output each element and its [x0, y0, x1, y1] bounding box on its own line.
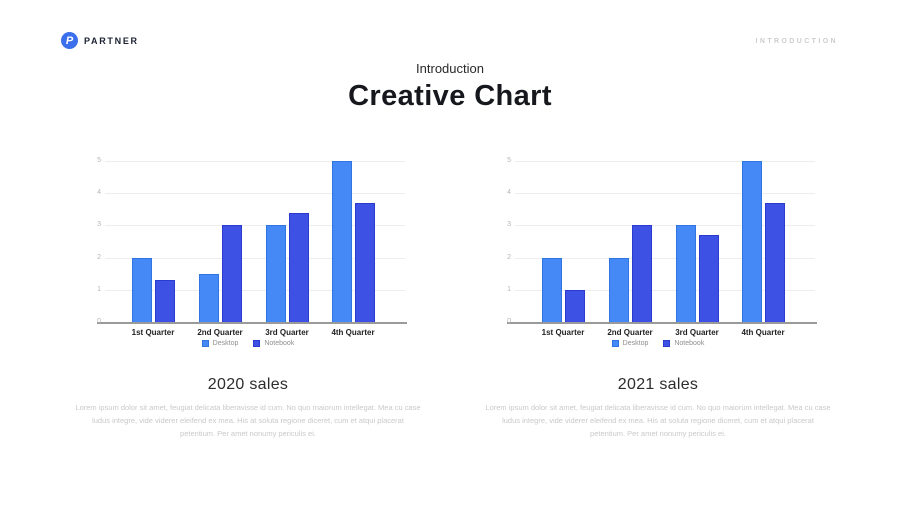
y-axis-tick: 0	[97, 318, 101, 325]
bar-chart-2021: 0 1 2 3 4 5 1st Quarter 2nd Quarter 3rd Quarter 4…	[501, 150, 817, 355]
right-column: 0 1 2 3 4 5 1st Quarter 2nd Quarter 3rd Quarter 4…	[483, 150, 833, 460]
gridline	[105, 161, 405, 162]
legend-item-notebook: Notebook	[253, 340, 294, 347]
legend-label: Notebook	[264, 340, 295, 347]
x-axis-line	[97, 322, 407, 324]
legend-swatch-notebook-icon	[663, 340, 671, 347]
legend-swatch-notebook-icon	[253, 340, 261, 347]
y-axis-tick: 2	[97, 253, 101, 261]
slide-eyebrow: Introduction	[416, 61, 484, 76]
brand-logo: P PARTNER	[61, 32, 139, 49]
section-label: INTRODUCTION	[755, 38, 838, 45]
bar-desktop-1st-quarter	[131, 257, 152, 322]
y-axis-tick: 1	[97, 285, 101, 293]
section-heading-2021: 2021 sales	[617, 376, 699, 393]
x-axis-label: 1st Quarter	[131, 328, 175, 337]
slide-title: Creative Chart	[348, 80, 552, 112]
bar-notebook-2nd-quarter	[631, 225, 652, 322]
legend-swatch-desktop-icon	[201, 340, 209, 347]
bar-notebook-3rd-quarter	[698, 235, 719, 322]
gridline	[105, 225, 405, 227]
gridline	[515, 225, 815, 227]
bar-chart-2020: 0 1 2 3 4 5 1st Quarter 2nd Quarter 3rd Quarter 4…	[91, 150, 407, 355]
gridline	[105, 289, 405, 291]
y-axis-tick: 5	[97, 157, 101, 164]
y-axis-tick: 3	[507, 221, 511, 229]
gridline	[515, 289, 815, 291]
chart-plot-area: 0 1 2 3 4 5 1st Quarter 2nd Quarter 3rd Quarter 4…	[97, 157, 407, 337]
x-axis-label: 4th Quarter	[331, 328, 375, 337]
y-axis-tick: 1	[507, 285, 511, 293]
bar-desktop-4th-quarter	[741, 161, 762, 322]
bar-desktop-2nd-quarter	[198, 273, 219, 322]
legend-label: Desktop	[212, 340, 239, 347]
section-body-2020: Lorem ipsum dolor sit amet, feugiat deli…	[75, 403, 421, 438]
legend-label: Desktop	[622, 340, 649, 347]
legend-swatch-desktop-icon	[611, 340, 619, 347]
gridline	[515, 257, 815, 259]
partner-logo-icon: P	[61, 32, 78, 49]
y-axis-tick: 4	[97, 189, 101, 197]
gridline	[515, 161, 815, 162]
gridline	[105, 257, 405, 259]
x-axis-label: 2nd Quarter	[607, 328, 653, 337]
bar-desktop-1st-quarter	[541, 257, 562, 322]
bar-desktop-3rd-quarter	[265, 225, 286, 322]
left-column: 0 1 2 3 4 5 1st Quarter 2nd Quarter 3rd Quarter 4…	[73, 150, 423, 460]
bar-notebook-1st-quarter	[564, 289, 585, 322]
legend-label: Notebook	[674, 340, 705, 347]
legend-item-desktop: Desktop	[201, 340, 239, 347]
bar-desktop-4th-quarter	[331, 161, 352, 322]
gridline	[105, 193, 405, 195]
chart-legend: Desktop Notebook	[91, 340, 405, 347]
bar-desktop-2nd-quarter	[608, 257, 629, 322]
gridline	[515, 193, 815, 195]
x-axis-label: 4th Quarter	[741, 328, 785, 337]
bar-notebook-3rd-quarter	[288, 212, 309, 322]
bar-notebook-4th-quarter	[764, 202, 785, 322]
brand-name: PARTNER	[84, 35, 139, 46]
x-axis-label: 3rd Quarter	[265, 328, 309, 337]
legend-item-notebook: Notebook	[663, 340, 704, 347]
x-axis-line	[507, 322, 817, 324]
y-axis-tick: 4	[507, 189, 511, 197]
bar-notebook-2nd-quarter	[221, 225, 242, 322]
y-axis-tick: 5	[507, 157, 511, 164]
section-body-2021: Lorem ipsum dolor sit amet, feugiat deli…	[485, 403, 831, 438]
legend-item-desktop: Desktop	[611, 340, 649, 347]
bar-notebook-4th-quarter	[354, 202, 375, 322]
chart-legend: Desktop Notebook	[501, 340, 815, 347]
y-axis-tick: 3	[97, 221, 101, 229]
x-axis-label: 1st Quarter	[541, 328, 585, 337]
section-heading-2020: 2020 sales	[207, 376, 289, 393]
bar-notebook-1st-quarter	[154, 280, 175, 322]
x-axis-label: 3rd Quarter	[675, 328, 719, 337]
chart-plot-area: 0 1 2 3 4 5 1st Quarter 2nd Quarter 3rd Quarter 4…	[507, 157, 817, 337]
bar-desktop-3rd-quarter	[675, 225, 696, 322]
y-axis-tick: 2	[507, 253, 511, 261]
x-axis-label: 2nd Quarter	[197, 328, 243, 337]
y-axis-tick: 0	[507, 318, 511, 325]
